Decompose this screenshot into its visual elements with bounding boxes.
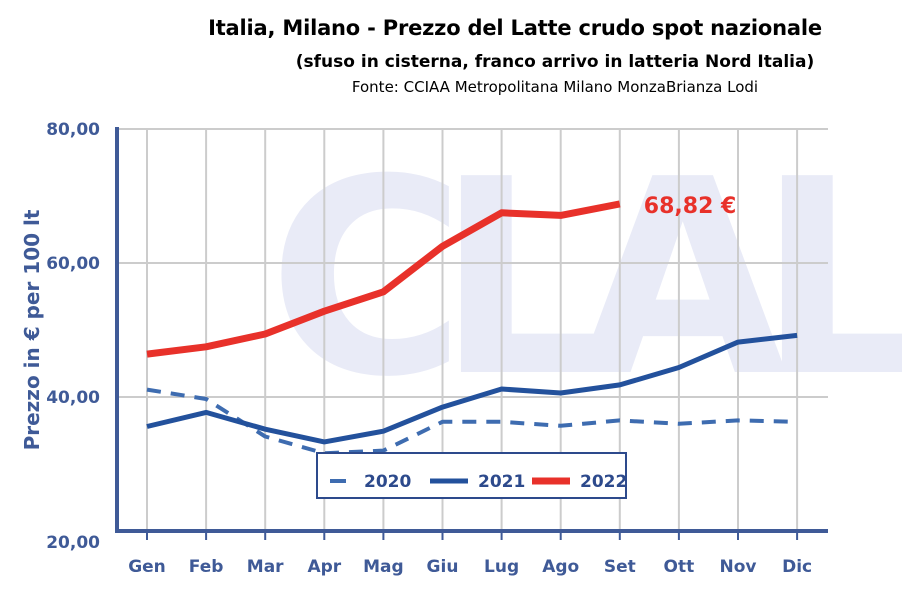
x-tick-label: Giu	[427, 557, 459, 577]
x-tick-label: Set	[604, 557, 636, 577]
x-tick-label: Apr	[307, 557, 341, 577]
y-tick-label: 40,00	[46, 388, 100, 408]
chart-subtitle: (sfuso in cisterna, franco arrivo in lat…	[295, 52, 815, 72]
series-line-2020	[146, 387, 798, 456]
x-tick-label: Lug	[484, 557, 519, 577]
axes	[115, 127, 828, 540]
legend-label-2020: 2020	[364, 472, 411, 492]
x-tick-label: Ott	[664, 557, 695, 577]
chart-title: Italia, Milano - Prezzo del Latte crudo …	[208, 16, 822, 40]
y-tick-label: 80,00	[46, 120, 100, 140]
x-tick-label: Gen	[128, 557, 166, 577]
y-axis-label: Prezzo in € per 100 lt	[20, 209, 44, 450]
chart-source: Fonte: CCIAA Metropolitana Milano MonzaB…	[351, 78, 759, 96]
y-tick-label: 60,00	[46, 254, 100, 274]
series-line-2021	[146, 332, 798, 445]
y-tick-labels: 20,00 40,00 60,00 80,00	[46, 120, 100, 553]
x-tick-label: Feb	[189, 557, 224, 577]
legend: 2020 2021 2022	[316, 452, 627, 499]
x-tick-label: Mar	[247, 557, 284, 577]
legend-label-2022: 2022	[580, 472, 627, 492]
x-tick-label: Nov	[720, 557, 757, 577]
series-lines	[146, 200, 798, 456]
x-tick-label: Dic	[782, 557, 812, 577]
last-value-annotation: 68,82 €	[644, 194, 737, 219]
x-tick-labels: Gen Feb Mar Apr Mag Giu Lug Ago Set Ott Nov Dic	[128, 557, 812, 577]
x-tick-label: Mag	[363, 557, 404, 577]
gridlines	[117, 128, 828, 531]
x-tick-label: Ago	[542, 557, 579, 577]
legend-box	[316, 452, 627, 499]
y-tick-label: 20,00	[46, 533, 100, 553]
legend-label-2021: 2021	[478, 472, 525, 492]
series-line-2022	[146, 200, 621, 358]
